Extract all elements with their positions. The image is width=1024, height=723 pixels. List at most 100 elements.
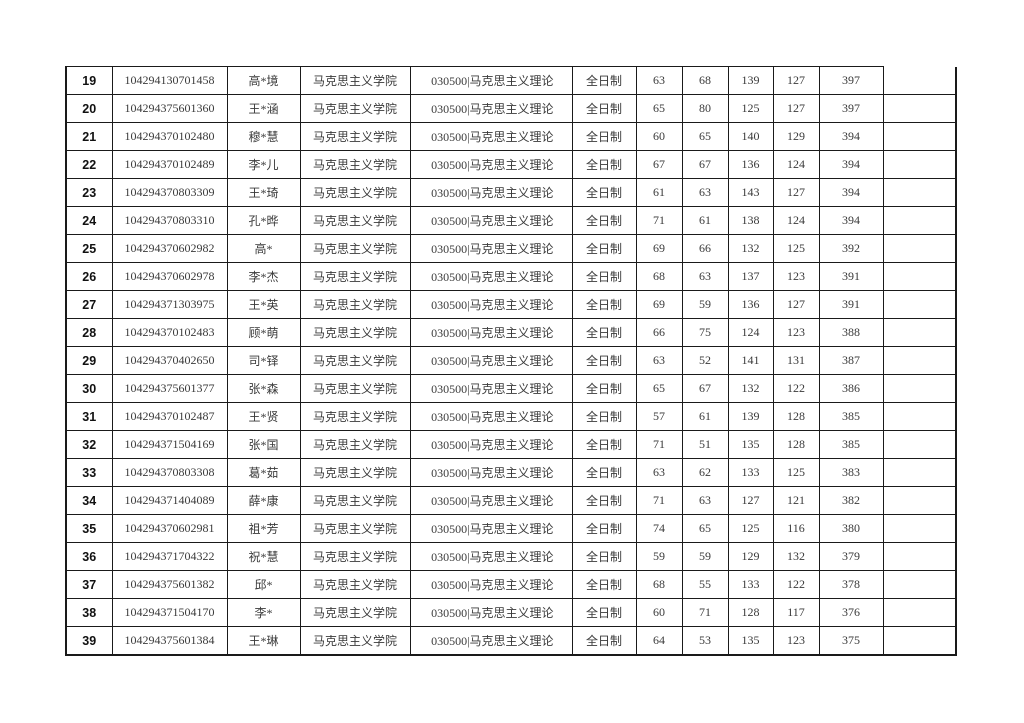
score-subject-2-cell: 125	[772, 234, 820, 263]
row-number-cell: 28	[65, 318, 113, 347]
major-cell: 030500|马克思主义理论	[409, 150, 573, 179]
candidate-id-cell: 104294371504170	[111, 598, 228, 627]
score-subject-1-cell: 141	[727, 346, 774, 375]
score-subject-2-cell: 127	[772, 178, 820, 207]
score-foreign-language-cell: 53	[681, 626, 729, 656]
table-row: 32 104294371504169 张*国 马克思主义学院 030500|马克思主义理…	[65, 430, 957, 459]
school-cell: 马克思主义学院	[299, 122, 411, 151]
candidate-id-cell: 104294370602978	[111, 262, 228, 291]
study-mode-cell: 全日制	[571, 122, 637, 151]
table-row: 29 104294370402650 司*铎 马克思主义学院 030500|马克思主义理…	[65, 346, 957, 375]
total-score-cell: 380	[818, 514, 884, 543]
score-subject-1-cell: 133	[727, 570, 774, 599]
score-politics-cell: 63	[635, 66, 683, 95]
school-cell: 马克思主义学院	[299, 570, 411, 599]
total-score-cell: 375	[818, 626, 884, 656]
score-politics-cell: 71	[635, 486, 683, 515]
study-mode-cell: 全日制	[571, 234, 637, 263]
table-row: 38 104294371504170 李* 马克思主义学院 030500|马克思主义理论…	[65, 598, 957, 627]
remark-cell	[882, 486, 957, 515]
score-foreign-language-cell: 65	[681, 122, 729, 151]
row-number-cell: 25	[65, 234, 113, 263]
candidate-name-cell: 祝*慧	[226, 542, 301, 571]
score-politics-cell: 60	[635, 122, 683, 151]
score-politics-cell: 60	[635, 598, 683, 627]
total-score-cell: 392	[818, 234, 884, 263]
score-subject-2-cell: 127	[772, 94, 820, 123]
major-cell: 030500|马克思主义理论	[409, 262, 573, 291]
table-row: 21 104294370102480 穆*慧 马克思主义学院 030500|马克思主义理…	[65, 122, 957, 151]
row-number-cell: 22	[65, 150, 113, 179]
study-mode-cell: 全日制	[571, 94, 637, 123]
study-mode-cell: 全日制	[571, 458, 637, 487]
score-subject-1-cell: 140	[727, 122, 774, 151]
row-number-cell: 35	[65, 514, 113, 543]
table-row: 34 104294371404089 薛*康 马克思主义学院 030500|马克思主义理…	[65, 486, 957, 515]
school-cell: 马克思主义学院	[299, 458, 411, 487]
score-politics-cell: 64	[635, 626, 683, 656]
candidate-name-cell: 祖*芳	[226, 514, 301, 543]
score-subject-1-cell: 135	[727, 430, 774, 459]
row-number-cell: 30	[65, 374, 113, 403]
study-mode-cell: 全日制	[571, 262, 637, 291]
score-subject-2-cell: 124	[772, 206, 820, 235]
candidate-id-cell: 104294371303975	[111, 290, 228, 319]
score-politics-cell: 61	[635, 178, 683, 207]
table-row: 37 104294375601382 邱* 马克思主义学院 030500|马克思主义理论…	[65, 570, 957, 599]
total-score-cell: 394	[818, 122, 884, 151]
candidate-name-cell: 王*涵	[226, 94, 301, 123]
score-politics-cell: 71	[635, 206, 683, 235]
row-number-cell: 27	[65, 290, 113, 319]
total-score-cell: 394	[818, 178, 884, 207]
score-foreign-language-cell: 61	[681, 206, 729, 235]
row-number-cell: 29	[65, 346, 113, 375]
major-cell: 030500|马克思主义理论	[409, 486, 573, 515]
school-cell: 马克思主义学院	[299, 318, 411, 347]
study-mode-cell: 全日制	[571, 542, 637, 571]
candidate-name-cell: 葛*茹	[226, 458, 301, 487]
total-score-cell: 378	[818, 570, 884, 599]
candidate-name-cell: 孔*晔	[226, 206, 301, 235]
score-foreign-language-cell: 67	[681, 150, 729, 179]
candidate-id-cell: 104294370602982	[111, 234, 228, 263]
score-foreign-language-cell: 67	[681, 374, 729, 403]
study-mode-cell: 全日制	[571, 290, 637, 319]
score-subject-1-cell: 135	[727, 626, 774, 656]
remark-cell	[882, 626, 957, 656]
score-foreign-language-cell: 65	[681, 514, 729, 543]
candidate-id-cell: 104294370803310	[111, 206, 228, 235]
candidate-name-cell: 高*	[226, 234, 301, 263]
candidate-id-cell: 104294370102489	[111, 150, 228, 179]
candidate-name-cell: 邱*	[226, 570, 301, 599]
candidate-name-cell: 穆*慧	[226, 122, 301, 151]
remark-cell	[882, 542, 957, 571]
remark-cell	[882, 374, 957, 403]
study-mode-cell: 全日制	[571, 318, 637, 347]
total-score-cell: 385	[818, 402, 884, 431]
score-subject-2-cell: 127	[772, 66, 820, 95]
score-subject-2-cell: 122	[772, 374, 820, 403]
score-subject-1-cell: 133	[727, 458, 774, 487]
table-row: 23 104294370803309 王*琦 马克思主义学院 030500|马克思主义理…	[65, 178, 957, 207]
school-cell: 马克思主义学院	[299, 290, 411, 319]
school-cell: 马克思主义学院	[299, 486, 411, 515]
score-subject-2-cell: 123	[772, 626, 820, 656]
table-row: 26 104294370602978 李*杰 马克思主义学院 030500|马克思主义理…	[65, 262, 957, 291]
remark-cell	[882, 402, 957, 431]
school-cell: 马克思主义学院	[299, 402, 411, 431]
row-number-cell: 34	[65, 486, 113, 515]
school-cell: 马克思主义学院	[299, 150, 411, 179]
score-foreign-language-cell: 63	[681, 486, 729, 515]
score-foreign-language-cell: 51	[681, 430, 729, 459]
remark-cell	[882, 150, 957, 179]
major-cell: 030500|马克思主义理论	[409, 94, 573, 123]
remark-cell	[882, 234, 957, 263]
score-subject-2-cell: 123	[772, 262, 820, 291]
row-number-cell: 26	[65, 262, 113, 291]
study-mode-cell: 全日制	[571, 402, 637, 431]
candidate-id-cell: 104294371504169	[111, 430, 228, 459]
remark-cell	[882, 290, 957, 319]
candidate-name-cell: 司*铎	[226, 346, 301, 375]
score-politics-cell: 68	[635, 262, 683, 291]
remark-cell	[882, 514, 957, 543]
